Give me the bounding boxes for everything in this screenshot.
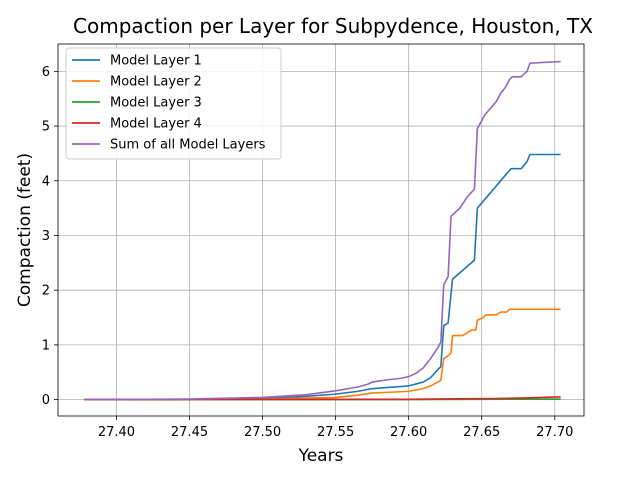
x-tick-label: 27.60 xyxy=(390,425,427,440)
legend-box xyxy=(65,47,282,160)
legend-label: Model Layer 1 xyxy=(110,54,202,69)
legend-label: Model Layer 3 xyxy=(110,96,202,111)
x-tick-label: 27.40 xyxy=(98,425,135,440)
series-layer xyxy=(84,60,561,401)
x-tick-label: 27.70 xyxy=(536,425,573,440)
x-axis-title: Years xyxy=(298,446,344,466)
grid-layer xyxy=(58,44,584,416)
y-tick-label: 4 xyxy=(42,174,50,189)
y-tick-label: 3 xyxy=(42,229,50,244)
tick-layer: 27.40 27.45 27.50 27.55 27.60 27.65 27.70 0 1 2 3 4… xyxy=(42,65,574,440)
legend: Model Layer 1 Model Layer 2 Model Layer 3 M… xyxy=(65,47,282,160)
y-tick-label: 5 xyxy=(42,120,50,135)
x-tick-label: 27.45 xyxy=(171,425,208,440)
series-line-1 xyxy=(84,153,561,401)
y-axis-title: Compaction (feet) xyxy=(15,153,35,307)
series-line-2 xyxy=(84,308,561,401)
x-tick-label: 27.65 xyxy=(463,425,500,440)
legend-label: Model Layer 4 xyxy=(110,117,202,132)
legend-label: Model Layer 2 xyxy=(110,75,202,90)
y-tick-label: 1 xyxy=(42,338,50,353)
y-tick-label: 2 xyxy=(42,284,50,299)
y-tick-label: 0 xyxy=(42,393,50,408)
y-tick-label: 6 xyxy=(42,65,50,80)
series-line-5 xyxy=(84,60,561,401)
series-line-4 xyxy=(84,396,561,401)
x-tick-label: 27.55 xyxy=(317,425,354,440)
chart-title: Compaction per Layer for Subpydence, Hou… xyxy=(73,14,593,38)
plot-frame xyxy=(57,43,585,417)
legend-label: Sum of all Model Layers xyxy=(110,138,266,153)
x-tick-label: 27.50 xyxy=(244,425,281,440)
